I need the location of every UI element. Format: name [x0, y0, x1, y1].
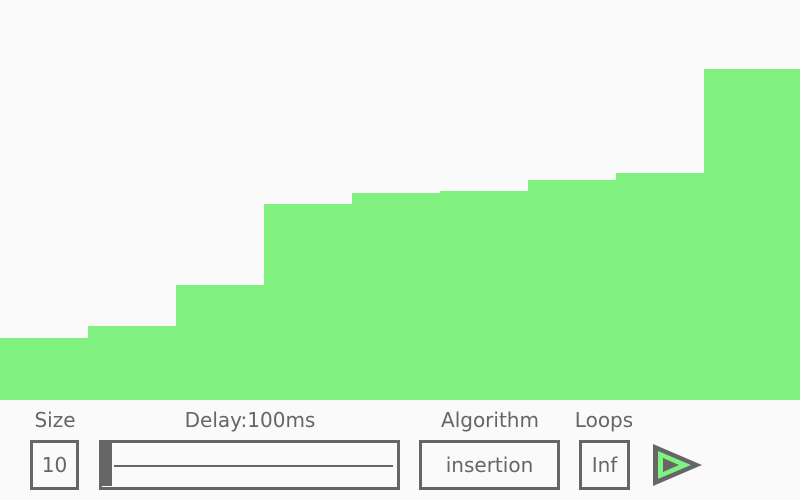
algorithm-label: Algorithm	[441, 408, 539, 432]
bar	[352, 193, 440, 400]
delay-slider-track	[114, 465, 393, 467]
bar	[440, 191, 528, 400]
size-label: Size	[34, 408, 76, 432]
size-input[interactable]: 10	[30, 440, 79, 490]
loops-input[interactable]: Inf	[579, 440, 630, 490]
bar	[616, 173, 704, 400]
bar-chart-area	[0, 69, 800, 400]
play-icon	[653, 444, 702, 486]
bar	[704, 69, 800, 400]
loops-label: Loops	[574, 408, 634, 432]
bar	[88, 326, 176, 400]
bar	[528, 180, 616, 400]
bar	[264, 204, 352, 400]
play-button[interactable]	[650, 439, 706, 491]
delay-slider[interactable]	[99, 440, 400, 490]
delay-label: Delay:100ms	[184, 408, 316, 432]
bar	[0, 338, 88, 400]
delay-slider-thumb[interactable]	[102, 443, 112, 486]
algorithm-select[interactable]: insertion	[419, 440, 560, 490]
bar	[176, 285, 264, 400]
